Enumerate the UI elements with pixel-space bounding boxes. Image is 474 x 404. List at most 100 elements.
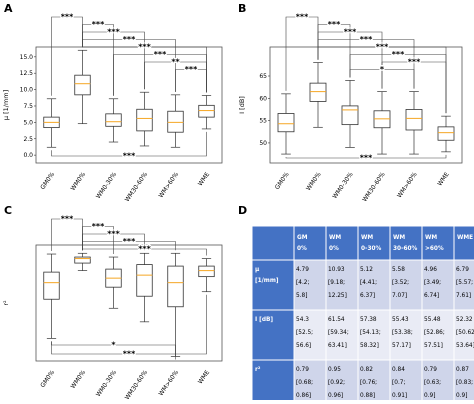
sig-bracket: [349, 69, 415, 89]
sig-bracket: [285, 16, 319, 91]
table-header-cell: [453, 225, 474, 261]
panel-letter-d: D: [238, 204, 247, 217]
box-WM0%: [74, 74, 91, 96]
category-label: WM0%: [70, 171, 88, 192]
sig-label: ***: [61, 13, 74, 22]
table-cell-text: 58.32]: [360, 343, 379, 349]
table-row-label: I [dB]: [255, 317, 273, 323]
table-cell: [325, 359, 359, 404]
table-cell-text: 61.54: [328, 317, 345, 323]
category-label: WM0-30%: [331, 171, 354, 200]
table-cell-text: 7.61]: [456, 293, 471, 299]
panel-letter-b: B: [238, 2, 246, 15]
table-row-header: [251, 259, 295, 311]
table-header-cell: [421, 225, 455, 261]
table-cell-text: 0.84: [392, 367, 405, 373]
table-cell-text: 4.96: [424, 267, 437, 273]
sig-label-bottom: ***: [123, 350, 136, 359]
category-label: GM0%: [39, 171, 56, 191]
category-label: WM>60%: [157, 171, 180, 199]
box-WME: [198, 265, 215, 278]
sig-bracket: [82, 241, 176, 251]
table-cell-text: 5.12: [360, 267, 373, 273]
table-cell-text: 0.87: [456, 367, 469, 373]
sig-label: ***: [107, 230, 120, 239]
table-cell: [389, 309, 423, 361]
table-cell: [357, 359, 391, 404]
table-header-text: WM: [425, 235, 437, 241]
sig-label: ***: [92, 20, 105, 29]
box-WM>60%: [405, 109, 423, 131]
table-cell-text: 55.48: [424, 317, 441, 323]
sig-bracket: [381, 61, 447, 114]
table-cell: [293, 309, 327, 361]
table-cell-text: [0.76;: [360, 380, 377, 386]
table-header-text: 0%: [297, 246, 307, 252]
box-WME: [198, 104, 215, 118]
table-header-cell: [357, 225, 391, 261]
table-cell-text: 57.51]: [424, 343, 443, 349]
box-WM0%: [309, 82, 327, 102]
sig-label: ***: [185, 65, 198, 74]
table-header-text: 0%: [329, 246, 339, 252]
table-cell-text: [0.7;: [392, 380, 405, 386]
category-label: WM0%: [70, 369, 88, 390]
table-cell-text: [54.13;: [360, 330, 381, 336]
table-cell-text: 55.43: [392, 317, 409, 323]
box-WM>60%: [167, 265, 184, 308]
table-cell-text: [4.2;: [296, 280, 309, 286]
table-row-label: μ: [255, 267, 260, 273]
table-cell: [325, 309, 359, 361]
table-header-text: 0-30%: [361, 246, 382, 252]
table-cell-text: [4.41;: [360, 280, 377, 286]
table-header-cell: [251, 225, 295, 261]
table-cell-text: [3.49;: [424, 280, 441, 286]
category-label: WM30-60%: [124, 369, 150, 400]
sig-label: ***: [408, 58, 421, 67]
category-label: WM0-30%: [95, 171, 118, 200]
table-cell-text: 5.58: [392, 267, 405, 273]
category-label: GM0%: [39, 369, 56, 389]
sig-label-bottom: *: [111, 341, 116, 350]
table-header-text: WM: [393, 235, 405, 241]
sig-bracket: [82, 248, 207, 256]
y-tick-label: 50: [259, 140, 267, 147]
table-header-text: WM: [361, 235, 373, 241]
table-cell-text: 0.9]: [456, 393, 467, 399]
plot-frame: [35, 244, 223, 362]
sig-label: ***: [123, 35, 136, 44]
y-axis-label: μ [1/mm]: [2, 90, 10, 120]
table-cell-text: 6.37]: [360, 293, 375, 299]
plot-frame: [269, 46, 463, 164]
sig-label: ***: [344, 28, 357, 37]
sig-bracket: [82, 39, 176, 92]
sig-label: ***: [61, 215, 74, 224]
category-label: WM0%: [305, 171, 323, 192]
table-row-header: [251, 359, 295, 404]
table-header-text: WME: [457, 235, 473, 241]
category-label: WM0-30%: [95, 369, 118, 398]
y-tick-label: 15.0: [20, 54, 34, 61]
category-label: WME: [436, 171, 450, 187]
category-label: WM30-60%: [361, 171, 387, 203]
table-cell-text: 0.95: [328, 367, 341, 373]
table-cell: [421, 359, 455, 404]
sig-label: ***: [138, 245, 151, 254]
table-cell-text: 5.8]: [296, 293, 307, 299]
sig-label: ***: [328, 20, 341, 29]
y-tick-label: 55: [259, 118, 267, 125]
table-header-cell: [293, 225, 327, 261]
table-cell-text: 12.25]: [328, 293, 347, 299]
chart-panel-b: I [dB] 50 55 60 65 GM0% WM0% WM0-30% WM30-60% WM>…: [238, 12, 463, 203]
table-header-cell: [389, 225, 423, 261]
table-cell-text: 0.96]: [328, 393, 343, 399]
sig-label-bottom: ***: [123, 152, 136, 161]
table-cell-text: [3.52;: [392, 280, 409, 286]
chart-panel-a: μ [1/mm] 0.0 2.5 5.0 7.5 10.0 12.5 15.0 GM0% WM0%…: [2, 12, 223, 203]
y-tick-label: 60: [259, 95, 267, 102]
table-cell-text: [5.57;: [456, 280, 473, 286]
table-cell-text: [50.62;: [456, 330, 474, 336]
table-cell-text: 0.79: [424, 367, 437, 373]
sig-label: ***: [107, 28, 120, 37]
